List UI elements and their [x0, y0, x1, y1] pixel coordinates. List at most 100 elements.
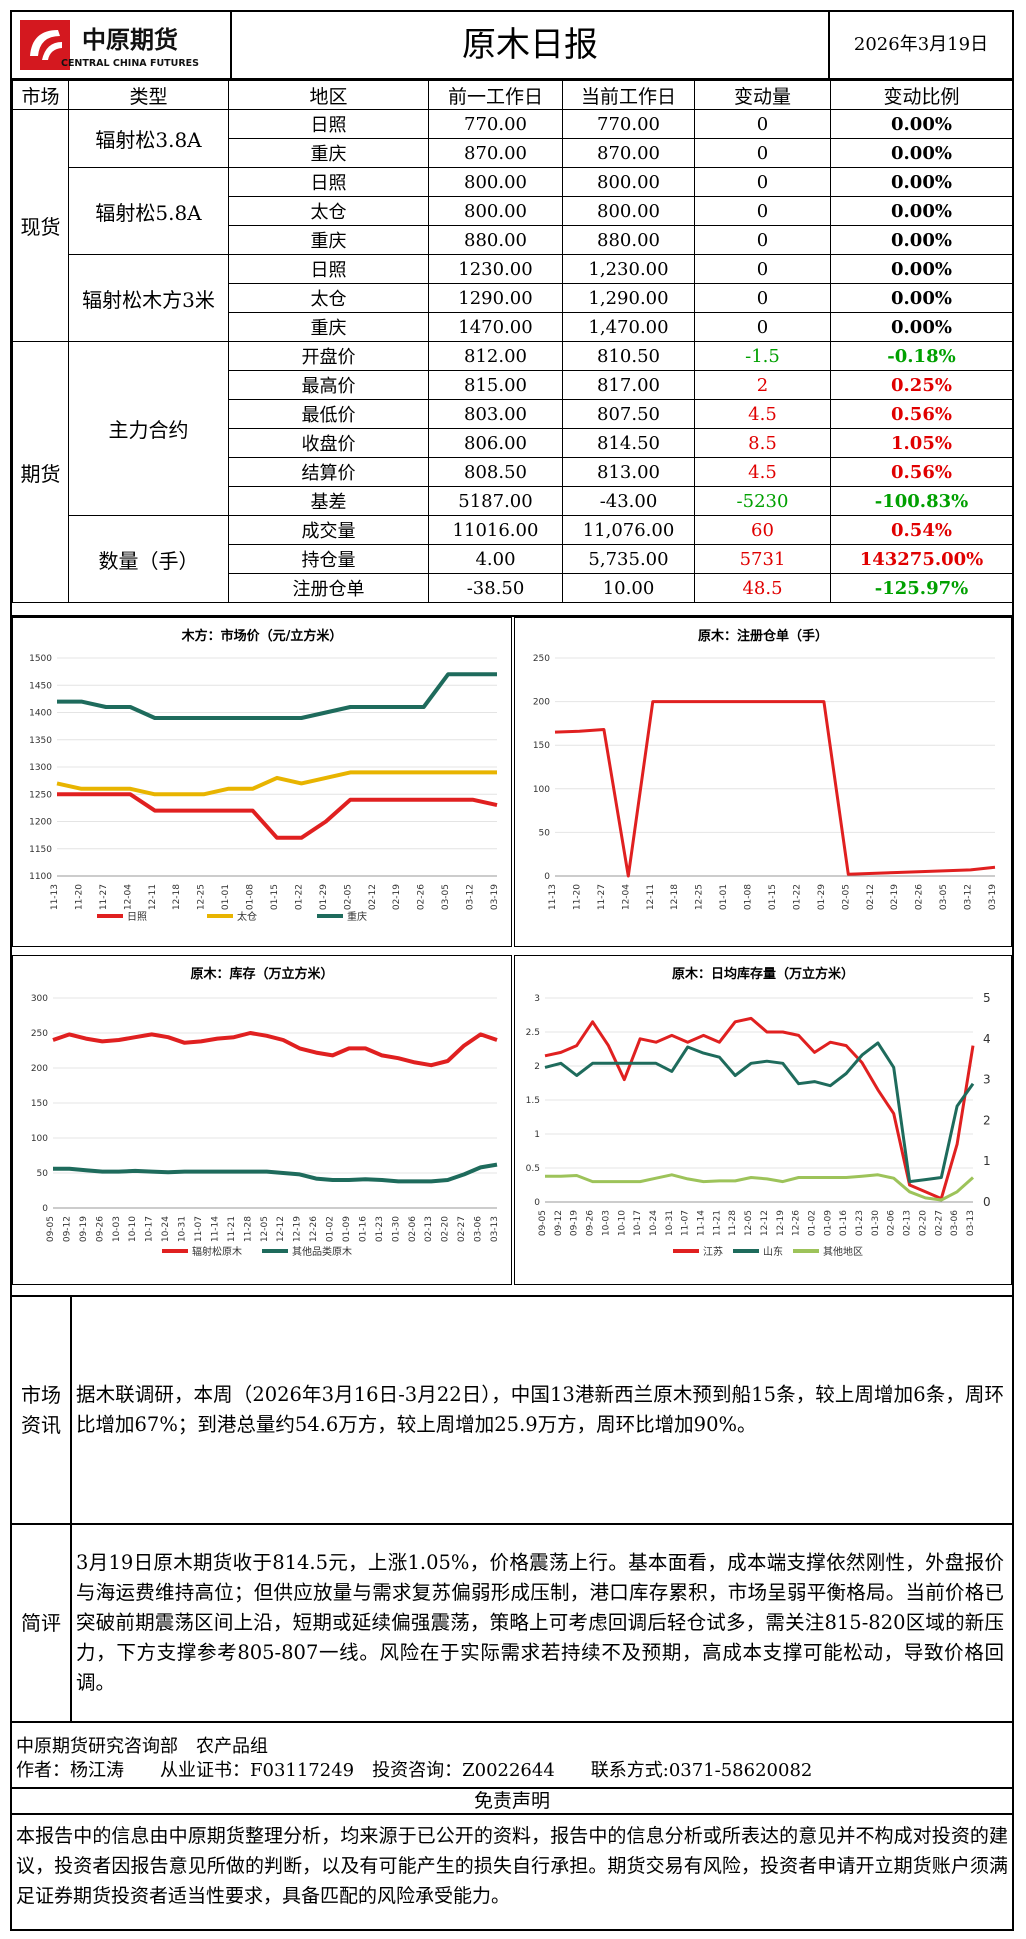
change-pct-cell: -125.97%	[830, 573, 1013, 603]
x-tick-label: 01-15	[270, 884, 280, 910]
table-row: 注册仓单 -38.50 10.00 48.5 -125.97%	[13, 573, 1013, 603]
y-tick-label: 0.5	[526, 1164, 540, 1174]
x-tick-label: 11-14	[210, 1216, 220, 1242]
chart-panel-daily-inventory: 原木：日均库存量（万立方米） 0 0.5 1 1.5 2 2.5 3 0 1 2 3 4 5 09-05 09…	[514, 955, 1012, 1285]
x-tick-label: 11-07	[194, 1216, 204, 1242]
legend-label: 辐射松原木	[192, 1245, 242, 1258]
logo-mark-icon: 中原期货 CENTRAL CHINA FUTURES	[20, 20, 199, 70]
chart-title: 木方：市场价（元/立方米）	[181, 628, 343, 644]
curr-cell: 11,076.00	[562, 515, 695, 545]
chart-panel-spot-price: 木方：市场价（元/立方米） 1100 1150 1200 1250 1300 1350 140…	[12, 617, 512, 947]
y-right-tick-label: 2	[983, 1113, 991, 1127]
x-tick-label: 02-12	[368, 884, 378, 910]
y-tick-label: 150	[533, 741, 550, 751]
author-block: 中原期货研究咨询部 农产品组 作者：杨江涛 从业证书：F03117249 投资咨…	[12, 1721, 1012, 1787]
type-cell: 数量（手）	[68, 515, 229, 603]
region-cell: 重庆	[228, 312, 429, 342]
col-region: 地区	[228, 80, 429, 110]
x-tick-label: 09-12	[62, 1216, 72, 1242]
x-tick-label: 11-20	[572, 884, 582, 910]
prev-cell: 800.00	[428, 196, 563, 226]
curr-cell: 1,230.00	[562, 254, 695, 284]
series-line-3	[57, 672, 497, 720]
prev-cell: 1290.00	[428, 283, 563, 313]
x-tick-label: 03-06	[950, 1210, 960, 1236]
x-tick-label: 01-29	[817, 884, 827, 910]
change-pct-cell: 1.05%	[830, 428, 1013, 458]
x-tick-label: 11-28	[243, 1216, 253, 1242]
x-tick-label: 11-13	[50, 884, 60, 910]
table-row: 基差 5187.00 -43.00 -5230 -100.83%	[13, 486, 1013, 516]
x-tick-label: 03-05	[441, 884, 451, 910]
prev-cell: 812.00	[428, 341, 563, 371]
x-tick-label: 09-05	[538, 1210, 548, 1236]
region-cell: 太仓	[228, 283, 429, 313]
type-cell: 辐射松木方3米	[68, 254, 229, 342]
curr-cell: 810.50	[562, 341, 695, 371]
curr-cell: 814.50	[562, 428, 695, 458]
x-tick-label: 11-07	[681, 1210, 691, 1236]
x-tick-label: 01-16	[358, 1216, 368, 1242]
region-cell: 注册仓单	[228, 573, 429, 603]
chart-panel-warrants: 原木：注册仓单（手） 0 50 100 150 200 250 11-13 11-20 11-27…	[514, 617, 1012, 947]
prev-cell: 803.00	[428, 399, 563, 429]
y-tick-label: 1500	[29, 654, 52, 664]
table-row: 收盘价 806.00 814.50 8.5 1.05%	[13, 428, 1013, 458]
change-pct-cell: 143275.00%	[830, 544, 1013, 574]
y-tick-label: 1300	[29, 763, 52, 773]
x-tick-label: 12-05	[744, 1210, 754, 1236]
x-tick-label: 01-29	[319, 884, 329, 910]
x-tick-label: 10-10	[617, 1210, 627, 1236]
x-tick-label: 10-03	[601, 1210, 611, 1236]
x-tick-label: 11-14	[697, 1210, 707, 1236]
prev-cell: 815.00	[428, 370, 563, 400]
x-tick-label: 01-09	[823, 1210, 833, 1236]
comment-section: 简评 3月19日原木期货收于814.5元，上涨1.05%，价格震荡上行。基本面看…	[12, 1523, 1012, 1721]
type-cell: 主力合约	[68, 341, 229, 516]
region-cell: 持仓量	[228, 544, 429, 574]
table-row: 重庆 880.00 880.00 0 0.00%	[13, 225, 1013, 255]
x-tick-label: 12-04	[123, 884, 133, 910]
change-pct-cell: 0.00%	[830, 196, 1013, 226]
x-tick-label: 02-27	[457, 1216, 467, 1242]
legend-label: 太仓	[237, 910, 257, 923]
region-cell: 成交量	[228, 515, 429, 545]
x-tick-label: 02-06	[887, 1210, 897, 1236]
curr-cell: 800.00	[562, 167, 695, 197]
legend-label: 江苏	[703, 1245, 723, 1258]
prev-cell: 11016.00	[428, 515, 563, 545]
x-tick-label: 03-12	[466, 884, 476, 910]
region-cell: 最高价	[228, 370, 429, 400]
x-tick-label: 02-19	[392, 884, 402, 910]
market-info-section: 市场资讯 据木联调研，本周（2026年3月16日-3月22日），中国13港新西兰…	[12, 1295, 1012, 1523]
x-tick-label: 11-21	[227, 1216, 237, 1242]
y-tick-label: 2.5	[526, 1028, 540, 1038]
x-tick-label: 02-13	[424, 1216, 434, 1242]
x-tick-label: 12-04	[621, 884, 631, 910]
region-cell: 开盘价	[228, 341, 429, 371]
x-tick-label: 02-19	[890, 884, 900, 910]
y-right-tick-label: 3	[983, 1073, 991, 1087]
y-tick-label: 250	[31, 1029, 48, 1039]
logo-cn-text: 中原期货	[82, 25, 178, 54]
chart-title: 原木：注册仓单（手）	[698, 628, 828, 644]
x-tick-label: 12-26	[309, 1216, 319, 1242]
legend-label: 重庆	[347, 910, 367, 923]
change-cell: 0	[694, 225, 831, 255]
table-header-row: 市场 类型 地区 前一工作日 当前工作日 变动量 变动比例	[12, 80, 1013, 110]
x-tick-label: 12-19	[776, 1210, 786, 1236]
x-tick-label: 09-19	[79, 1216, 89, 1242]
table-row: 辐射松木方3米 日照 1230.00 1,230.00 0 0.00%	[13, 254, 1013, 342]
change-cell: 0	[694, 167, 831, 197]
x-tick-label: 01-22	[294, 884, 304, 910]
y-tick-label: 1150	[29, 845, 52, 855]
x-tick-label: 09-12	[554, 1210, 564, 1236]
region-cell: 日照	[228, 109, 429, 139]
type-cell: 辐射松5.8A	[68, 167, 229, 255]
curr-cell: 800.00	[562, 196, 695, 226]
x-tick-label: 09-26	[95, 1216, 105, 1242]
prev-cell: 1470.00	[428, 312, 563, 342]
x-tick-label: 12-18	[670, 884, 680, 910]
y-tick-label: 0	[544, 872, 550, 882]
x-tick-label: 02-26	[417, 884, 427, 910]
